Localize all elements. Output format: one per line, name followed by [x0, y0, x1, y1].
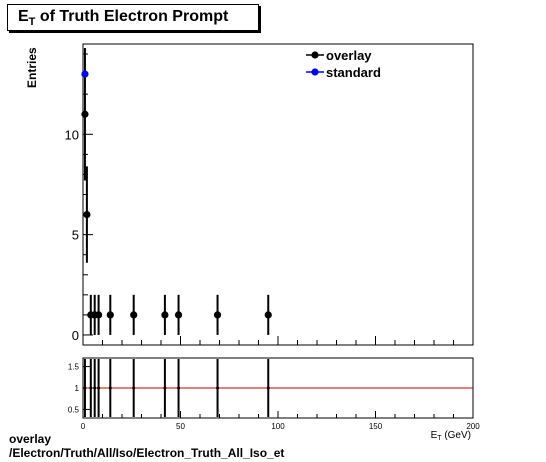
ratio-point — [108, 386, 112, 390]
title-subscript: T — [28, 16, 36, 29]
ratio-point — [216, 386, 220, 390]
ratio-point — [93, 386, 97, 390]
x-axis-label: ET (GeV) — [431, 430, 471, 442]
ratio-y-tick-label: 0.5 — [68, 405, 80, 414]
ratio-x-tick-label: 50 — [176, 422, 185, 431]
ratio-y-tick-label: 1.5 — [68, 363, 80, 372]
main-axes: 0 5 10 — [65, 53, 474, 345]
overlay-point — [174, 311, 183, 319]
overlay-point — [83, 210, 91, 219]
x-axis-label-sub: T — [437, 435, 442, 442]
overlay-legend-label: overlay — [326, 48, 372, 63]
title-rest: of Truth Electron Prompt — [35, 8, 229, 25]
x-axis-label-unit: (GeV) — [442, 430, 471, 441]
ratio-point — [266, 386, 270, 390]
y-axis-label: Entries — [25, 47, 39, 88]
standard-point — [81, 70, 89, 78]
overlay-point — [264, 311, 272, 319]
footer-path: /Electron/Truth/All/Iso/Electron_Truth_A… — [9, 446, 285, 460]
ratio-point — [89, 386, 93, 390]
standard-legend-label: standard — [326, 65, 381, 80]
ratio-marks — [83, 359, 473, 417]
main-frame — [82, 43, 474, 346]
overlay-point — [81, 110, 89, 118]
overlay-point — [213, 311, 222, 319]
ratio-x-tick-label: 0 — [81, 422, 86, 431]
ratio-point — [177, 386, 181, 390]
overlay-point — [130, 311, 138, 319]
ratio-x-tick-label: 150 — [369, 422, 383, 431]
chart-title: ET of Truth Electron Prompt — [18, 8, 228, 28]
overlay-point — [95, 311, 103, 319]
y-tick-label: 5 — [72, 228, 79, 243]
ratio-point — [163, 386, 167, 390]
footer-label: overlay — [9, 432, 52, 446]
y-tick-label: 10 — [65, 127, 79, 142]
overlay-legend-marker — [311, 51, 319, 59]
ratio-x-tick-label: 100 — [271, 422, 285, 431]
overlay-point — [106, 311, 114, 319]
ratio-point — [97, 386, 101, 390]
overlay-point — [161, 311, 169, 319]
ratio-y-tick-label: 1 — [75, 384, 80, 393]
main-marks — [81, 48, 272, 335]
title-main: E — [18, 8, 29, 25]
ratio-x-tick-label: 200 — [466, 422, 480, 431]
ratio-point — [132, 386, 136, 390]
standard-legend-marker — [311, 68, 319, 76]
ratio-axes: 0.5 1 1.5 0 50 100 150 200 — [68, 363, 480, 431]
title-box: ET of Truth Electron Prompt — [7, 4, 259, 31]
ratio-point — [83, 386, 87, 390]
legend: overlay standard — [306, 48, 381, 80]
y-tick-label: 0 — [72, 328, 79, 343]
